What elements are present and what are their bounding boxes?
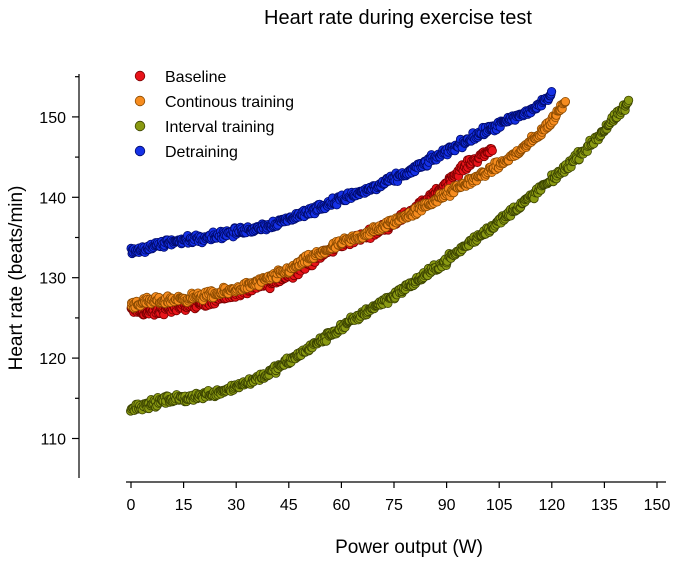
x-tick-label: 120 (538, 497, 565, 514)
x-tick-label: 90 (438, 497, 456, 514)
legend-marker (134, 95, 146, 107)
legend-marker (134, 145, 146, 157)
x-tick-label: 0 (127, 497, 136, 514)
data-point (546, 87, 557, 97)
x-tick-label: 60 (333, 497, 351, 514)
x-tick-label: 45 (280, 497, 298, 514)
chart-title: Heart rate during exercise test (264, 7, 532, 29)
x-tick-label: 150 (644, 497, 671, 514)
series-baseline (126, 144, 497, 320)
legend-label: Continous training (165, 94, 294, 111)
data-point (623, 95, 634, 105)
legend: Baseline Continous training Interval train… (134, 69, 294, 161)
data-point (560, 97, 571, 107)
series-continous-training (126, 97, 571, 313)
legend-label: Interval training (165, 119, 274, 136)
x-axis-ticks: 0 15 30 45 60 75 90 105 120 135 150 (127, 482, 671, 514)
plot-area (126, 87, 634, 416)
x-tick-label: 105 (486, 497, 513, 514)
legend-marker (134, 120, 146, 132)
series-interval-training (126, 95, 634, 416)
x-tick-label: 135 (591, 497, 618, 514)
y-axis-ticks: 110 120 130 140 150 (39, 76, 79, 449)
legend-label: Detraining (165, 144, 238, 161)
data-point (487, 146, 497, 156)
y-tick-label: 130 (39, 271, 66, 288)
y-tick-label: 110 (40, 432, 66, 449)
y-tick-label: 140 (39, 190, 66, 207)
legend-label: Baseline (165, 69, 226, 86)
y-tick-label: 150 (39, 110, 66, 127)
legend-marker (134, 70, 146, 82)
series-detraining (126, 87, 557, 259)
x-tick-label: 15 (175, 497, 193, 514)
x-tick-label: 75 (385, 497, 403, 514)
x-tick-label: 30 (227, 497, 245, 514)
x-axis-title: Power output (W) (335, 537, 483, 558)
y-tick-label: 120 (39, 351, 66, 368)
y-axis-title: Heart rate (beats/min) (6, 186, 27, 371)
